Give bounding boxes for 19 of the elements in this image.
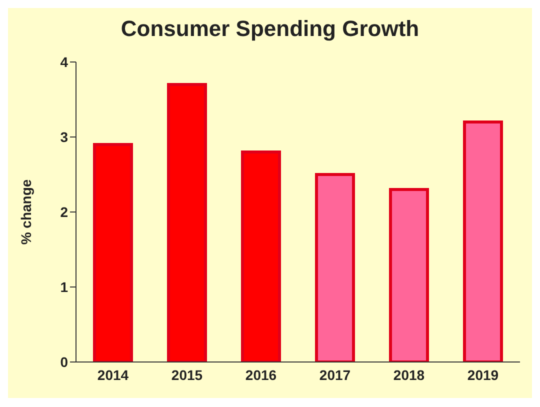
- x-tick-label: 2014: [97, 366, 129, 383]
- y-tick-label: 1: [60, 278, 68, 295]
- bar: [167, 83, 207, 362]
- y-tick-label: 4: [60, 54, 68, 70]
- bar: [389, 188, 429, 362]
- x-tick-label: 2016: [245, 366, 277, 383]
- y-tick-label: 0: [60, 354, 68, 370]
- x-tick-label: 2015: [171, 366, 203, 383]
- bar: [93, 143, 133, 362]
- x-tick-label: 2017: [319, 366, 351, 383]
- x-tick-label: 2019: [467, 366, 499, 383]
- x-tick-label: 2018: [393, 366, 425, 383]
- y-tick-label: 3: [60, 128, 68, 145]
- bar: [315, 173, 355, 362]
- y-tick-label: 2: [60, 204, 68, 220]
- chart-title: Consumer Spending Growth: [120, 15, 420, 43]
- y-axis-title: % change: [18, 179, 34, 245]
- bar: [241, 150, 281, 362]
- bar: [463, 120, 503, 362]
